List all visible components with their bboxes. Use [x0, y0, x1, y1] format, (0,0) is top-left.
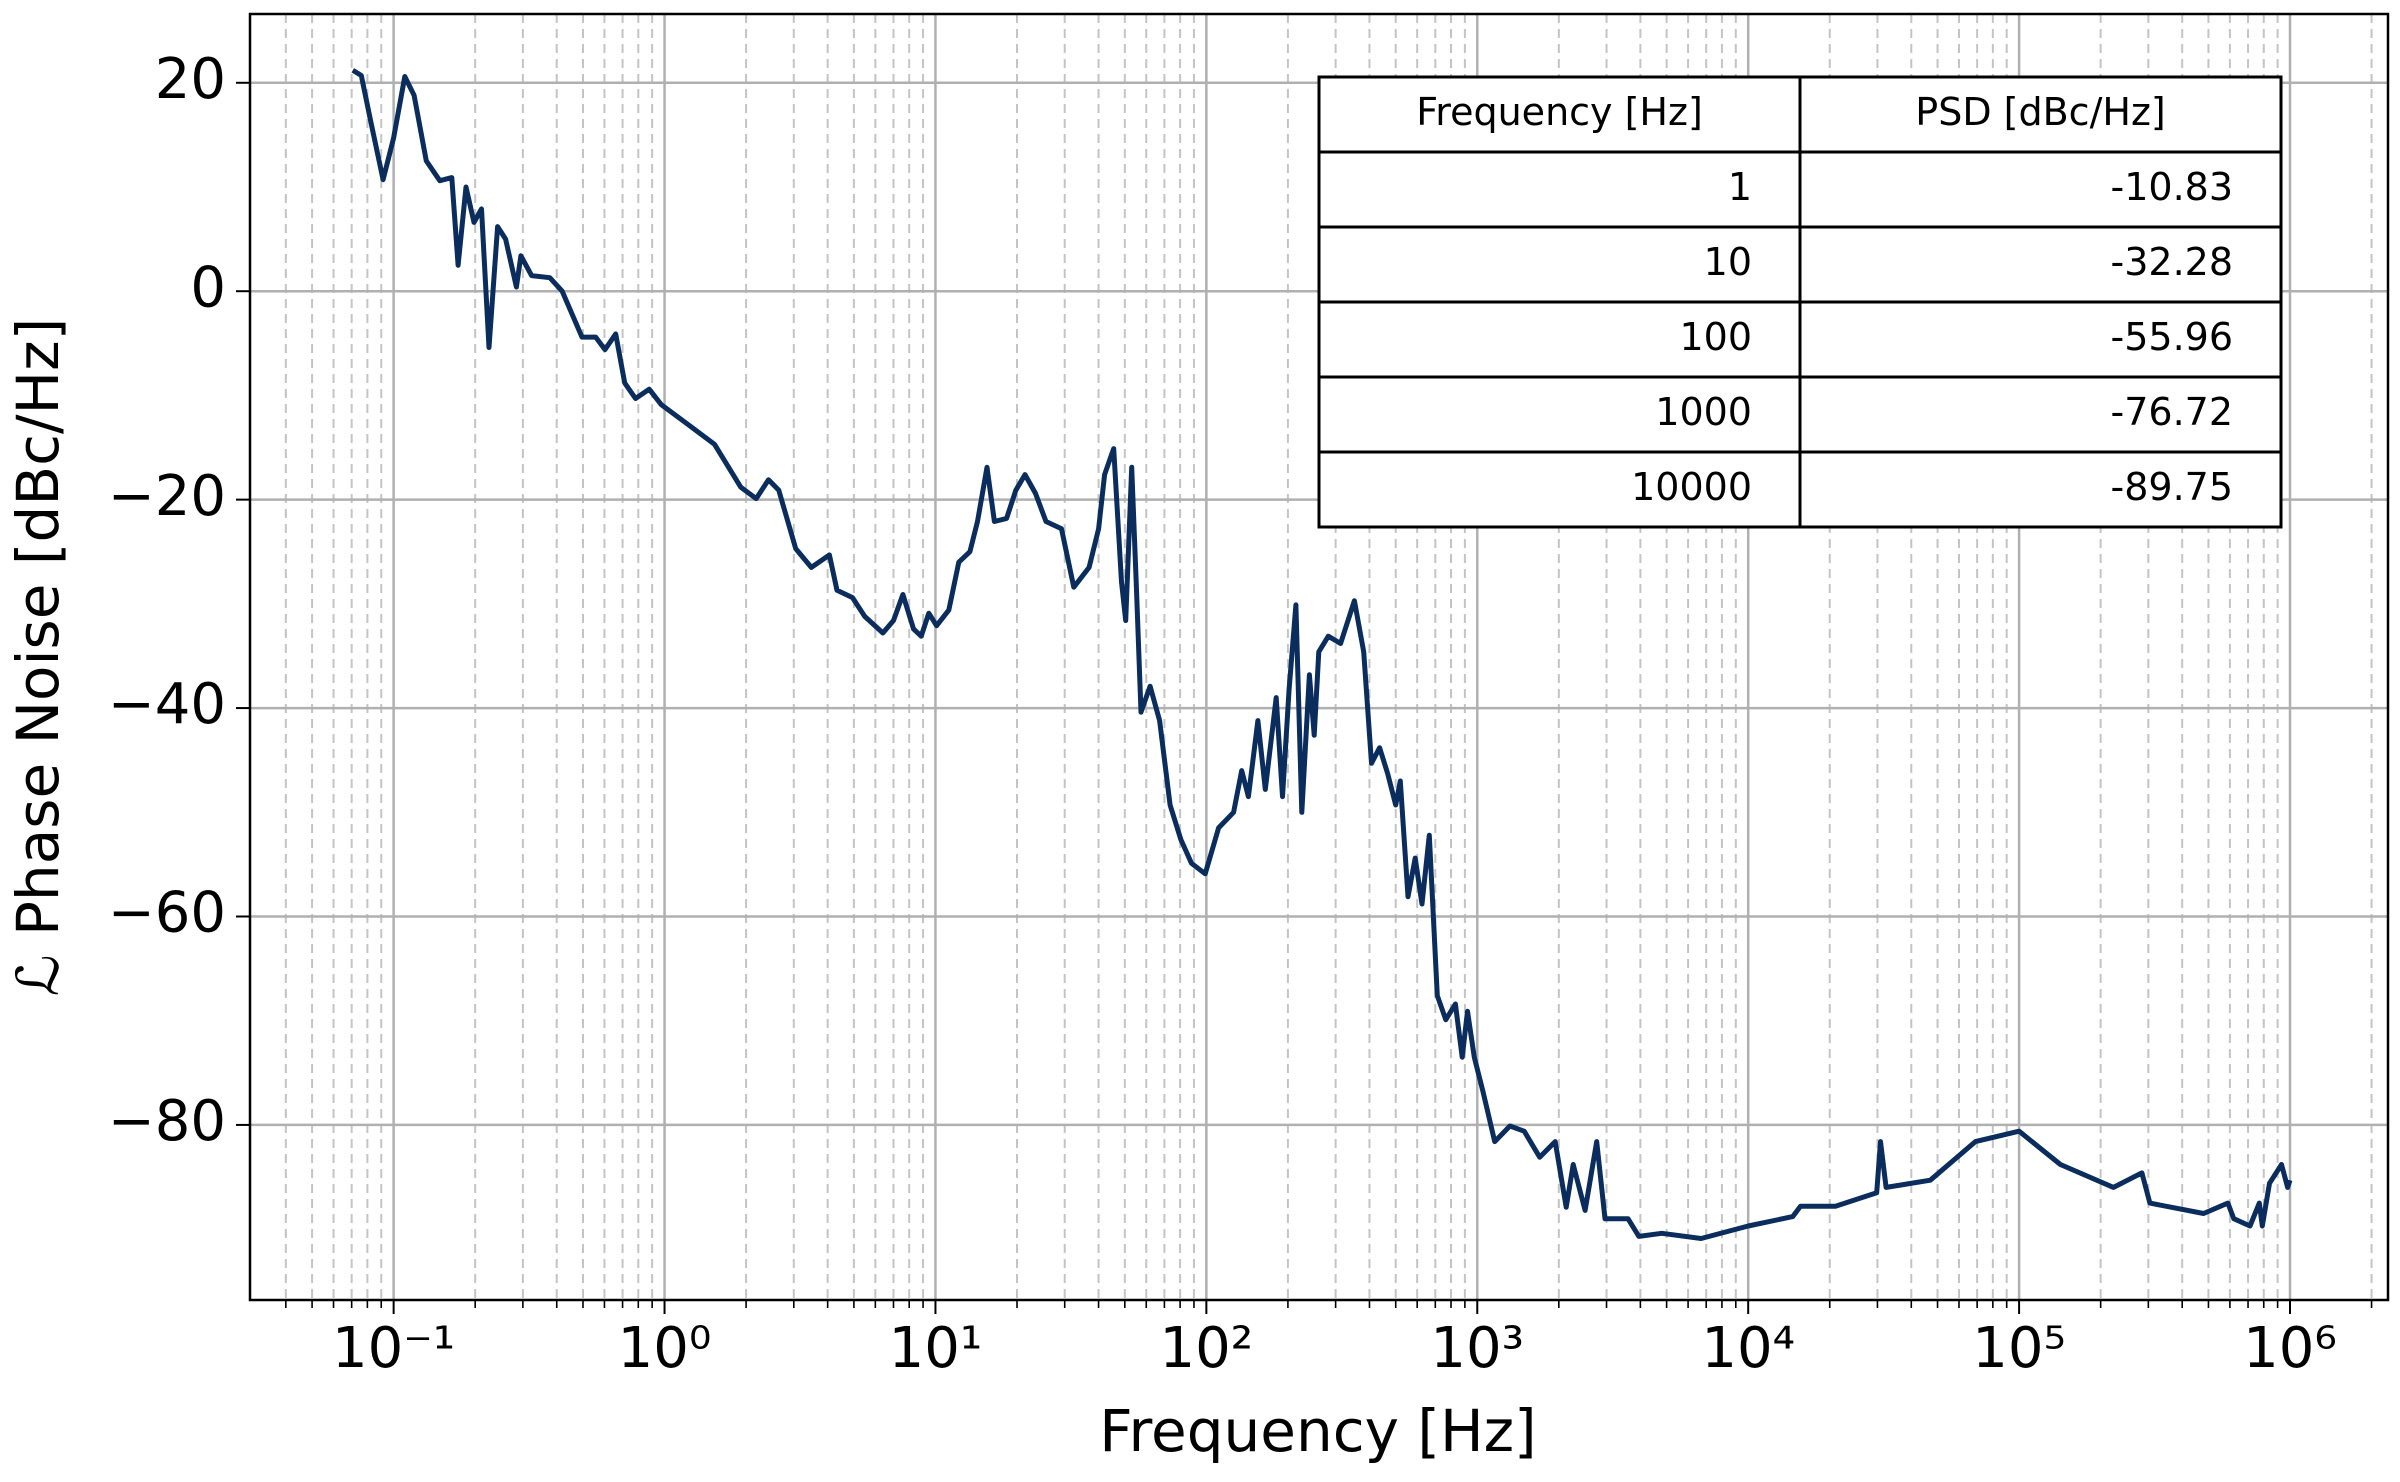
x-tick-label: 10¹	[889, 1316, 983, 1381]
y-tick-label: −20	[108, 464, 226, 529]
table-cell: 1000	[1655, 390, 1752, 434]
y-tick-label: −40	[108, 672, 226, 737]
table-cell: 10	[1704, 240, 1752, 284]
x-tick-label: 10³	[1430, 1316, 1524, 1381]
x-tick-label: 10⁰	[618, 1316, 712, 1381]
table-cell: -55.96	[2111, 315, 2234, 359]
x-tick-label: 10⁵	[1972, 1316, 2066, 1381]
data-line	[351, 68, 2293, 1241]
table-header: Frequency [Hz]	[1416, 90, 1703, 134]
y-tick-label: 20	[155, 47, 226, 112]
table-cell: -89.75	[2111, 465, 2234, 509]
x-tick-label: 10⁴	[1701, 1316, 1795, 1381]
y-axis-label: ℒ Phase Noise [dBc/Hz]	[4, 318, 72, 997]
table-cell: -32.28	[2111, 240, 2234, 284]
table-cell: -76.72	[2111, 390, 2234, 434]
x-tick-label: 10²	[1160, 1316, 1254, 1381]
table-cell: 1	[1728, 165, 1752, 209]
plot-frame	[248, 12, 2390, 1302]
x-axis-label: Frequency [Hz]	[1099, 1397, 1536, 1465]
table-cell: -10.83	[2111, 165, 2234, 209]
table-cell: 100	[1679, 315, 1752, 359]
y-tick-label: −60	[108, 881, 226, 946]
y-tick-label: 0	[190, 255, 226, 320]
y-tick-label: −80	[108, 1089, 226, 1154]
table-cell: 10000	[1631, 465, 1752, 509]
x-tick-label: 10⁻¹	[332, 1316, 455, 1381]
table-header: PSD [dBc/Hz]	[1915, 90, 2165, 134]
x-tick-label: 10⁶	[2243, 1316, 2337, 1381]
